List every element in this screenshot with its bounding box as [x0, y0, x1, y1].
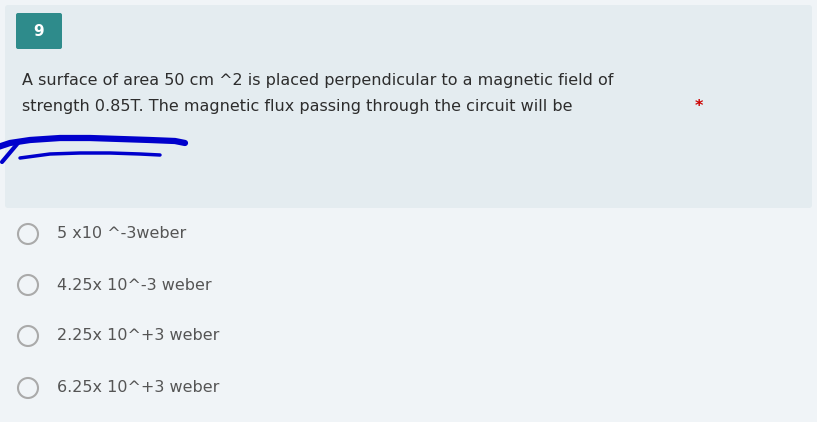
Text: *: *	[695, 100, 703, 114]
Text: strength 0.85T. The magnetic flux passing through the circuit will be: strength 0.85T. The magnetic flux passin…	[22, 100, 578, 114]
Text: 2.25x 10^+3 weber: 2.25x 10^+3 weber	[57, 328, 220, 344]
FancyBboxPatch shape	[16, 13, 62, 49]
Text: A surface of area 50 cm ^2 is placed perpendicular to a magnetic field of: A surface of area 50 cm ^2 is placed per…	[22, 73, 614, 87]
Text: 4.25x 10^-3 weber: 4.25x 10^-3 weber	[57, 278, 212, 292]
Text: 6.25x 10^+3 weber: 6.25x 10^+3 weber	[57, 381, 220, 395]
Text: 5 x10 ^-3weber: 5 x10 ^-3weber	[57, 227, 186, 241]
FancyBboxPatch shape	[5, 5, 812, 208]
Text: 9: 9	[33, 24, 44, 38]
